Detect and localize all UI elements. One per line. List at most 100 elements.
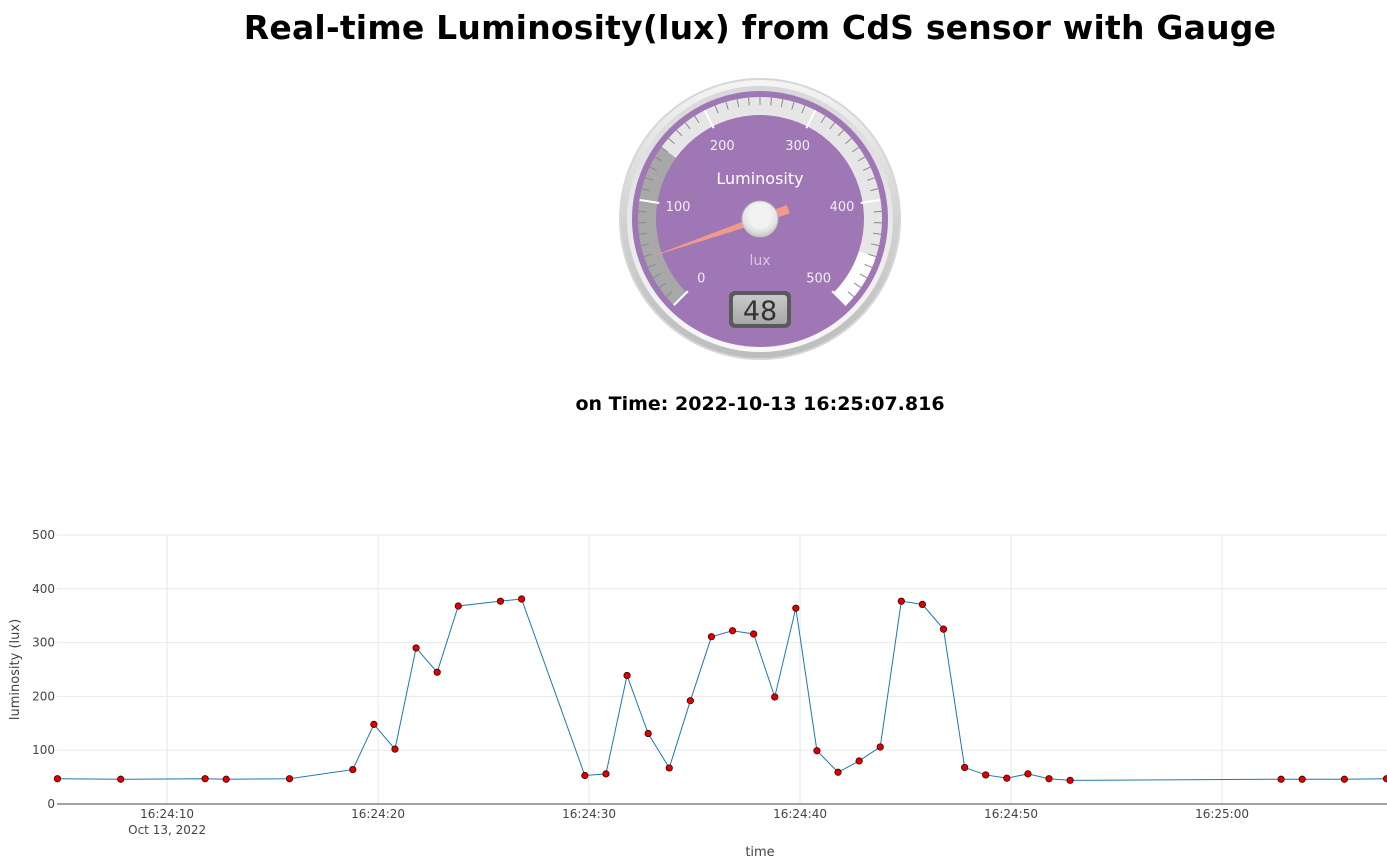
data-point xyxy=(222,775,230,783)
gauge-major-tick xyxy=(703,109,715,129)
data-point xyxy=(813,747,821,755)
data-point xyxy=(412,644,420,652)
gauge-minor-tick xyxy=(638,232,647,235)
gauge-minor-tick xyxy=(868,253,877,258)
x-tick-sublabel: Oct 13, 2022 xyxy=(128,823,206,837)
y-tick-label: 500 xyxy=(32,528,55,542)
data-point xyxy=(581,771,589,780)
data-point xyxy=(855,757,863,765)
data-point xyxy=(53,775,62,783)
gauge-minor-tick xyxy=(873,210,882,213)
gauge-minor-tick xyxy=(684,122,691,130)
data-point xyxy=(454,602,462,610)
gauge-minor-tick xyxy=(652,273,661,279)
luminosity-chart: 0 100 200 300 400 500 16:24:10 Oct 13, 2022 16:… xyxy=(8,528,1387,860)
data-point xyxy=(349,765,357,774)
y-tick-label: 200 xyxy=(32,689,55,703)
data-point xyxy=(117,775,125,783)
data-point xyxy=(201,775,209,783)
series-line xyxy=(57,598,1387,781)
gauge-minor-tick xyxy=(820,115,826,124)
gauge-needle-hub-center xyxy=(748,205,772,229)
gauge-minor-tick xyxy=(847,291,855,298)
chart-markers xyxy=(53,595,1387,784)
gauge-minor-tick xyxy=(829,122,836,130)
gauge-tick-label: 300 xyxy=(785,139,810,154)
gauge-minor-tick xyxy=(725,101,729,110)
data-point xyxy=(1298,775,1306,783)
gauge-minor-tick xyxy=(857,156,866,162)
gauge-title: Luminosity xyxy=(716,169,803,188)
chart-grid xyxy=(57,534,1387,804)
gauge-minor-tick xyxy=(694,115,700,124)
gauge-value-text: 48 xyxy=(743,296,777,327)
gauge-minor-tick xyxy=(748,97,750,106)
gauge-minor-tick xyxy=(649,166,658,171)
data-point xyxy=(1024,770,1032,778)
gauge-minor-tick xyxy=(736,99,740,108)
gauge-tick-label: 0 xyxy=(697,272,705,287)
gauge-tick-label: 400 xyxy=(830,200,855,215)
x-tick-label: 16:25:00 xyxy=(1195,807,1249,821)
gauge-major-tick xyxy=(639,198,660,205)
y-axis-title: luminosity (lux) xyxy=(8,619,23,720)
data-point xyxy=(792,604,800,612)
y-tick-label: 0 xyxy=(47,797,55,811)
gauge-major-tick xyxy=(831,290,847,306)
data-point xyxy=(1340,775,1348,783)
data-point xyxy=(517,595,526,603)
x-tick-label: 16:24:10 xyxy=(140,807,194,821)
gauge-minor-tick xyxy=(643,253,652,258)
data-point xyxy=(728,627,737,635)
data-point xyxy=(897,597,905,605)
gauge-minor-tick xyxy=(638,210,647,213)
gauge-minor-tick xyxy=(859,273,868,279)
gauge-minor-tick xyxy=(640,243,649,247)
gauge-units: lux xyxy=(749,253,770,269)
data-point xyxy=(876,743,884,751)
data-point xyxy=(834,768,842,776)
gauge-tick-label: 500 xyxy=(806,272,831,287)
gauge-major-tick xyxy=(673,290,689,306)
data-point xyxy=(918,600,927,609)
gauge-minor-tick xyxy=(647,263,656,268)
data-point xyxy=(686,697,694,705)
x-tick-label: 16:24:20 xyxy=(351,807,405,821)
gauge-minor-tick xyxy=(801,105,806,114)
page-title: Real-time Luminosity(lux) from CdS senso… xyxy=(243,8,1277,47)
data-point xyxy=(1045,775,1053,783)
y-tick-label: 400 xyxy=(32,582,55,596)
gauge-minor-tick xyxy=(770,97,772,106)
gauge-minor-tick xyxy=(661,146,669,153)
data-point xyxy=(665,764,673,772)
data-point xyxy=(961,763,969,772)
gauge-minor-tick xyxy=(676,129,683,137)
data-point xyxy=(391,745,399,753)
x-tick-label: 16:24:30 xyxy=(562,807,616,821)
data-point xyxy=(750,630,758,638)
data-point xyxy=(285,775,294,783)
y-tick-label: 300 xyxy=(32,636,55,650)
data-point xyxy=(1382,775,1387,783)
chart-series xyxy=(57,598,1387,781)
gauge-minor-tick xyxy=(851,146,859,153)
gauge-minor-tick xyxy=(862,166,871,171)
gauge-minor-tick xyxy=(871,243,880,247)
x-tick-label: 16:24:50 xyxy=(984,807,1038,821)
gauge-minor-tick xyxy=(668,137,675,144)
gauge-tick-labels: 0 100 200 300 400 500 xyxy=(666,139,855,287)
gauge-tick-label: 100 xyxy=(666,200,691,215)
y-axis-ticks: 0 100 200 300 400 500 xyxy=(32,528,55,811)
data-point xyxy=(707,633,716,641)
data-point xyxy=(771,693,779,701)
data-point xyxy=(1066,776,1074,784)
gauge-minor-tick xyxy=(867,177,875,181)
gauge-minor-tick xyxy=(665,291,673,298)
data-point xyxy=(939,625,948,633)
data-point xyxy=(433,668,441,676)
y-tick-label: 100 xyxy=(32,743,55,757)
gauge-minor-tick xyxy=(845,137,852,144)
gauge-minor-tick xyxy=(870,188,879,192)
gauge-major-tick xyxy=(805,109,817,129)
gauge-minor-tick xyxy=(873,232,882,235)
